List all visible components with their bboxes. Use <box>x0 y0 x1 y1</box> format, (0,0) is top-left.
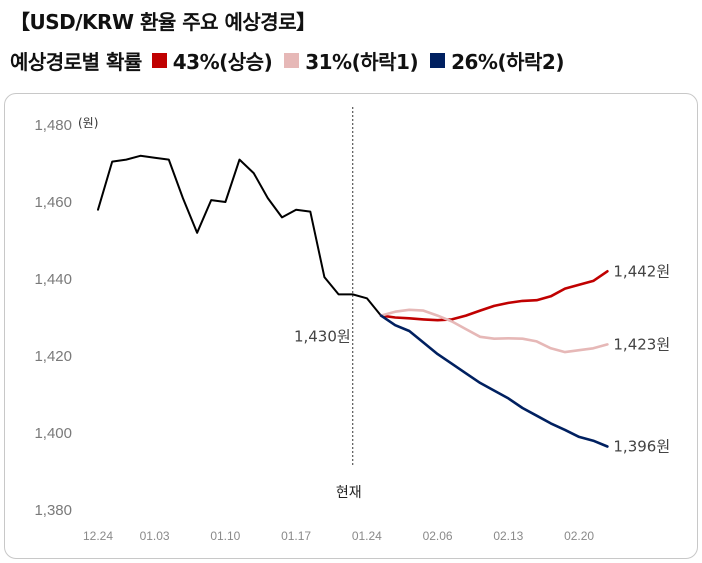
series-line-down2 <box>379 314 609 448</box>
y-tick-label: 1,440 <box>34 271 72 288</box>
series-line-history <box>97 154 382 317</box>
y-tick-label: 1,400 <box>34 425 72 442</box>
legend: 예상경로별 확률 43%(상승) 31%(하락1) 26%(하락2) <box>10 46 576 75</box>
y-tick-label: 1,480 <box>34 117 72 134</box>
x-tick-label: 02.20 <box>564 529 594 543</box>
end-label-up: 1,442원 <box>613 262 670 280</box>
chart-title: 【USD/KRW 환율 주요 예상경로】 <box>10 10 316 34</box>
y-tick-label: 1,380 <box>34 502 72 519</box>
x-tick-label: 02.13 <box>493 529 523 543</box>
legend-item-down1: 31%(하락1) <box>284 46 419 75</box>
legend-label-down2: 26%(하락2) <box>451 50 564 74</box>
chart-panel <box>4 93 698 559</box>
legend-swatch-up <box>151 53 167 68</box>
y-tick-label: 1,420 <box>34 348 72 365</box>
series-line-down1 <box>379 308 609 354</box>
legend-item-up: 43%(상승) <box>151 46 273 75</box>
x-tick-label: 01.03 <box>140 529 170 543</box>
current-label: 현재 <box>336 485 362 501</box>
legend-swatch-down2 <box>430 53 446 68</box>
legend-prefix: 예상경로별 확률 <box>10 50 142 74</box>
legend-label-up: 43%(상승) <box>172 50 273 74</box>
legend-label-down1: 31%(하락1) <box>305 50 419 74</box>
y-unit-label: (원) <box>78 116 98 130</box>
x-tick-label: 02.06 <box>423 529 453 543</box>
legend-item-down2: 26%(하락2) <box>430 46 564 75</box>
x-tick-label: 01.10 <box>210 529 240 543</box>
end-label-down2: 1,396원 <box>613 437 670 455</box>
legend-swatch-down1 <box>284 53 300 68</box>
x-tick-label: 01.17 <box>281 529 311 543</box>
y-tick-label: 1,460 <box>34 194 72 211</box>
x-tick-label: 01.24 <box>352 529 382 543</box>
current-value-label: 1,430원 <box>294 328 351 346</box>
x-tick-label: 12.24 <box>83 529 113 543</box>
end-label-down1: 1,423원 <box>613 335 670 353</box>
series-line-up <box>379 269 609 322</box>
